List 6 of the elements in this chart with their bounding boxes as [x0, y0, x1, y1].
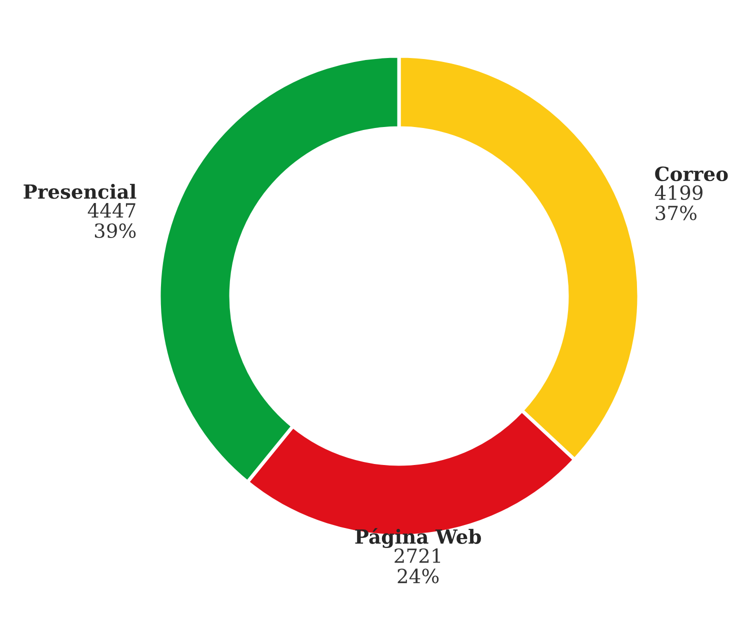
data-label: 4199 37% — [654, 185, 702, 220]
slice-label: Correo — [655, 166, 728, 182]
slice-label: Presencial — [24, 184, 136, 199]
data-label: 2721 24% — [394, 548, 440, 584]
data-label: 4447 39% — [88, 203, 136, 238]
slice-label: Página Web — [355, 528, 481, 548]
